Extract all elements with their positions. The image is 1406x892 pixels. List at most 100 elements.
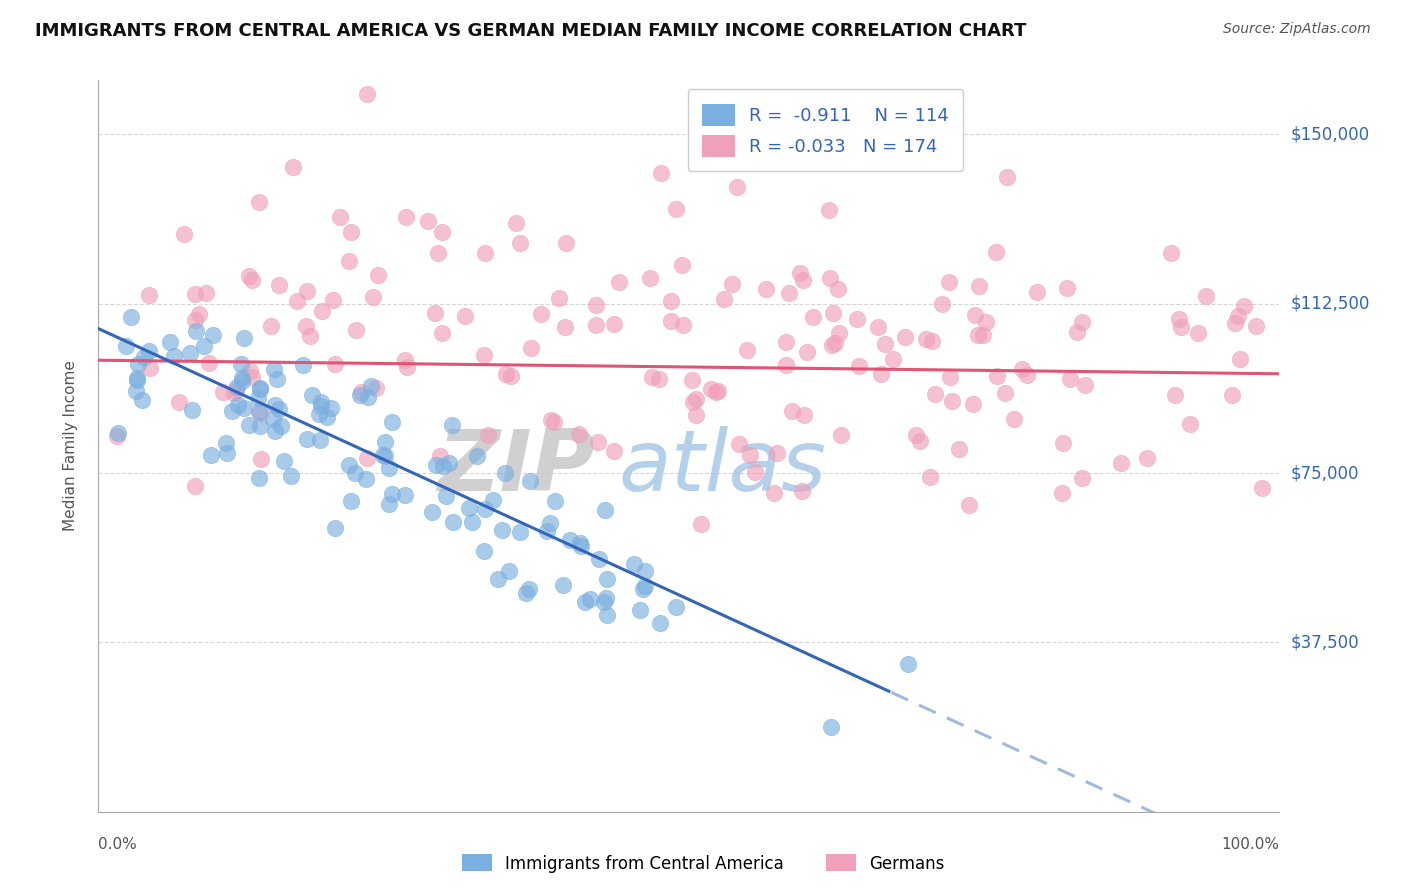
Point	[1225, 316, 1247, 330]
Point	[181, 402, 204, 417]
Point	[995, 170, 1018, 185]
Point	[1011, 362, 1033, 376]
Point	[685, 392, 707, 406]
Point	[240, 273, 263, 287]
Point	[226, 398, 249, 412]
Point	[114, 339, 136, 353]
Point	[965, 308, 987, 322]
Point	[685, 409, 707, 423]
Point	[329, 210, 352, 224]
Point	[543, 416, 565, 430]
Point	[467, 450, 489, 464]
Point	[361, 290, 384, 304]
Point	[948, 442, 970, 457]
Point	[319, 401, 342, 415]
Point	[247, 391, 270, 405]
Point	[221, 404, 243, 418]
Point	[551, 578, 574, 592]
Point	[357, 390, 380, 404]
Point	[931, 297, 953, 311]
Point	[396, 360, 419, 375]
Point	[530, 307, 553, 321]
Point	[247, 194, 270, 209]
Point	[818, 270, 841, 285]
Point	[1233, 299, 1256, 313]
Point	[519, 474, 541, 488]
Point	[1109, 456, 1132, 470]
Point	[1070, 471, 1092, 485]
Point	[974, 315, 997, 329]
Point	[461, 515, 484, 529]
Point	[356, 87, 378, 101]
Point	[830, 428, 852, 442]
Point	[967, 279, 990, 293]
Point	[474, 246, 496, 260]
Point	[229, 357, 252, 371]
Point	[249, 418, 271, 433]
Point	[233, 401, 256, 415]
Point	[394, 353, 416, 368]
Point	[374, 450, 396, 464]
Point	[423, 306, 446, 320]
Point	[273, 453, 295, 467]
Point	[780, 404, 803, 418]
Point	[1015, 368, 1038, 383]
Point	[962, 397, 984, 411]
Point	[568, 427, 591, 442]
Point	[299, 328, 322, 343]
Point	[520, 341, 543, 355]
Point	[1056, 281, 1078, 295]
Point	[966, 327, 988, 342]
Point	[548, 291, 571, 305]
Point	[311, 303, 333, 318]
Point	[1195, 289, 1218, 303]
Point	[762, 485, 785, 500]
Point	[986, 368, 1008, 383]
Point	[186, 324, 208, 338]
Point	[908, 434, 931, 448]
Point	[554, 235, 576, 250]
Point	[315, 410, 337, 425]
Point	[440, 417, 463, 432]
Point	[395, 210, 418, 224]
Point	[778, 285, 800, 300]
Text: $75,000: $75,000	[1291, 464, 1360, 482]
Point	[941, 393, 963, 408]
Point	[495, 367, 517, 381]
Point	[893, 329, 915, 343]
Point	[159, 335, 181, 350]
Point	[1187, 326, 1209, 340]
Point	[270, 418, 292, 433]
Point	[127, 358, 149, 372]
Point	[1025, 285, 1047, 299]
Point	[728, 437, 751, 451]
Point	[349, 388, 371, 402]
Point	[744, 465, 766, 479]
Point	[595, 572, 617, 586]
Point	[775, 359, 797, 373]
Point	[501, 369, 523, 384]
Point	[183, 479, 205, 493]
Point	[107, 425, 129, 440]
Point	[138, 361, 160, 376]
Point	[264, 424, 287, 438]
Point	[340, 226, 363, 240]
Point	[295, 318, 318, 333]
Point	[595, 591, 617, 606]
Point	[193, 339, 215, 353]
Point	[924, 387, 946, 401]
Point	[260, 318, 283, 333]
Point	[544, 494, 567, 508]
Point	[339, 458, 361, 472]
Point	[659, 294, 682, 309]
Point	[232, 331, 254, 345]
Point	[882, 352, 904, 367]
Point	[1251, 481, 1274, 495]
Point	[509, 235, 531, 250]
Point	[267, 402, 290, 417]
Point	[381, 415, 404, 429]
Point	[634, 579, 657, 593]
Point	[309, 434, 332, 448]
Point	[650, 166, 672, 180]
Point	[322, 293, 344, 307]
